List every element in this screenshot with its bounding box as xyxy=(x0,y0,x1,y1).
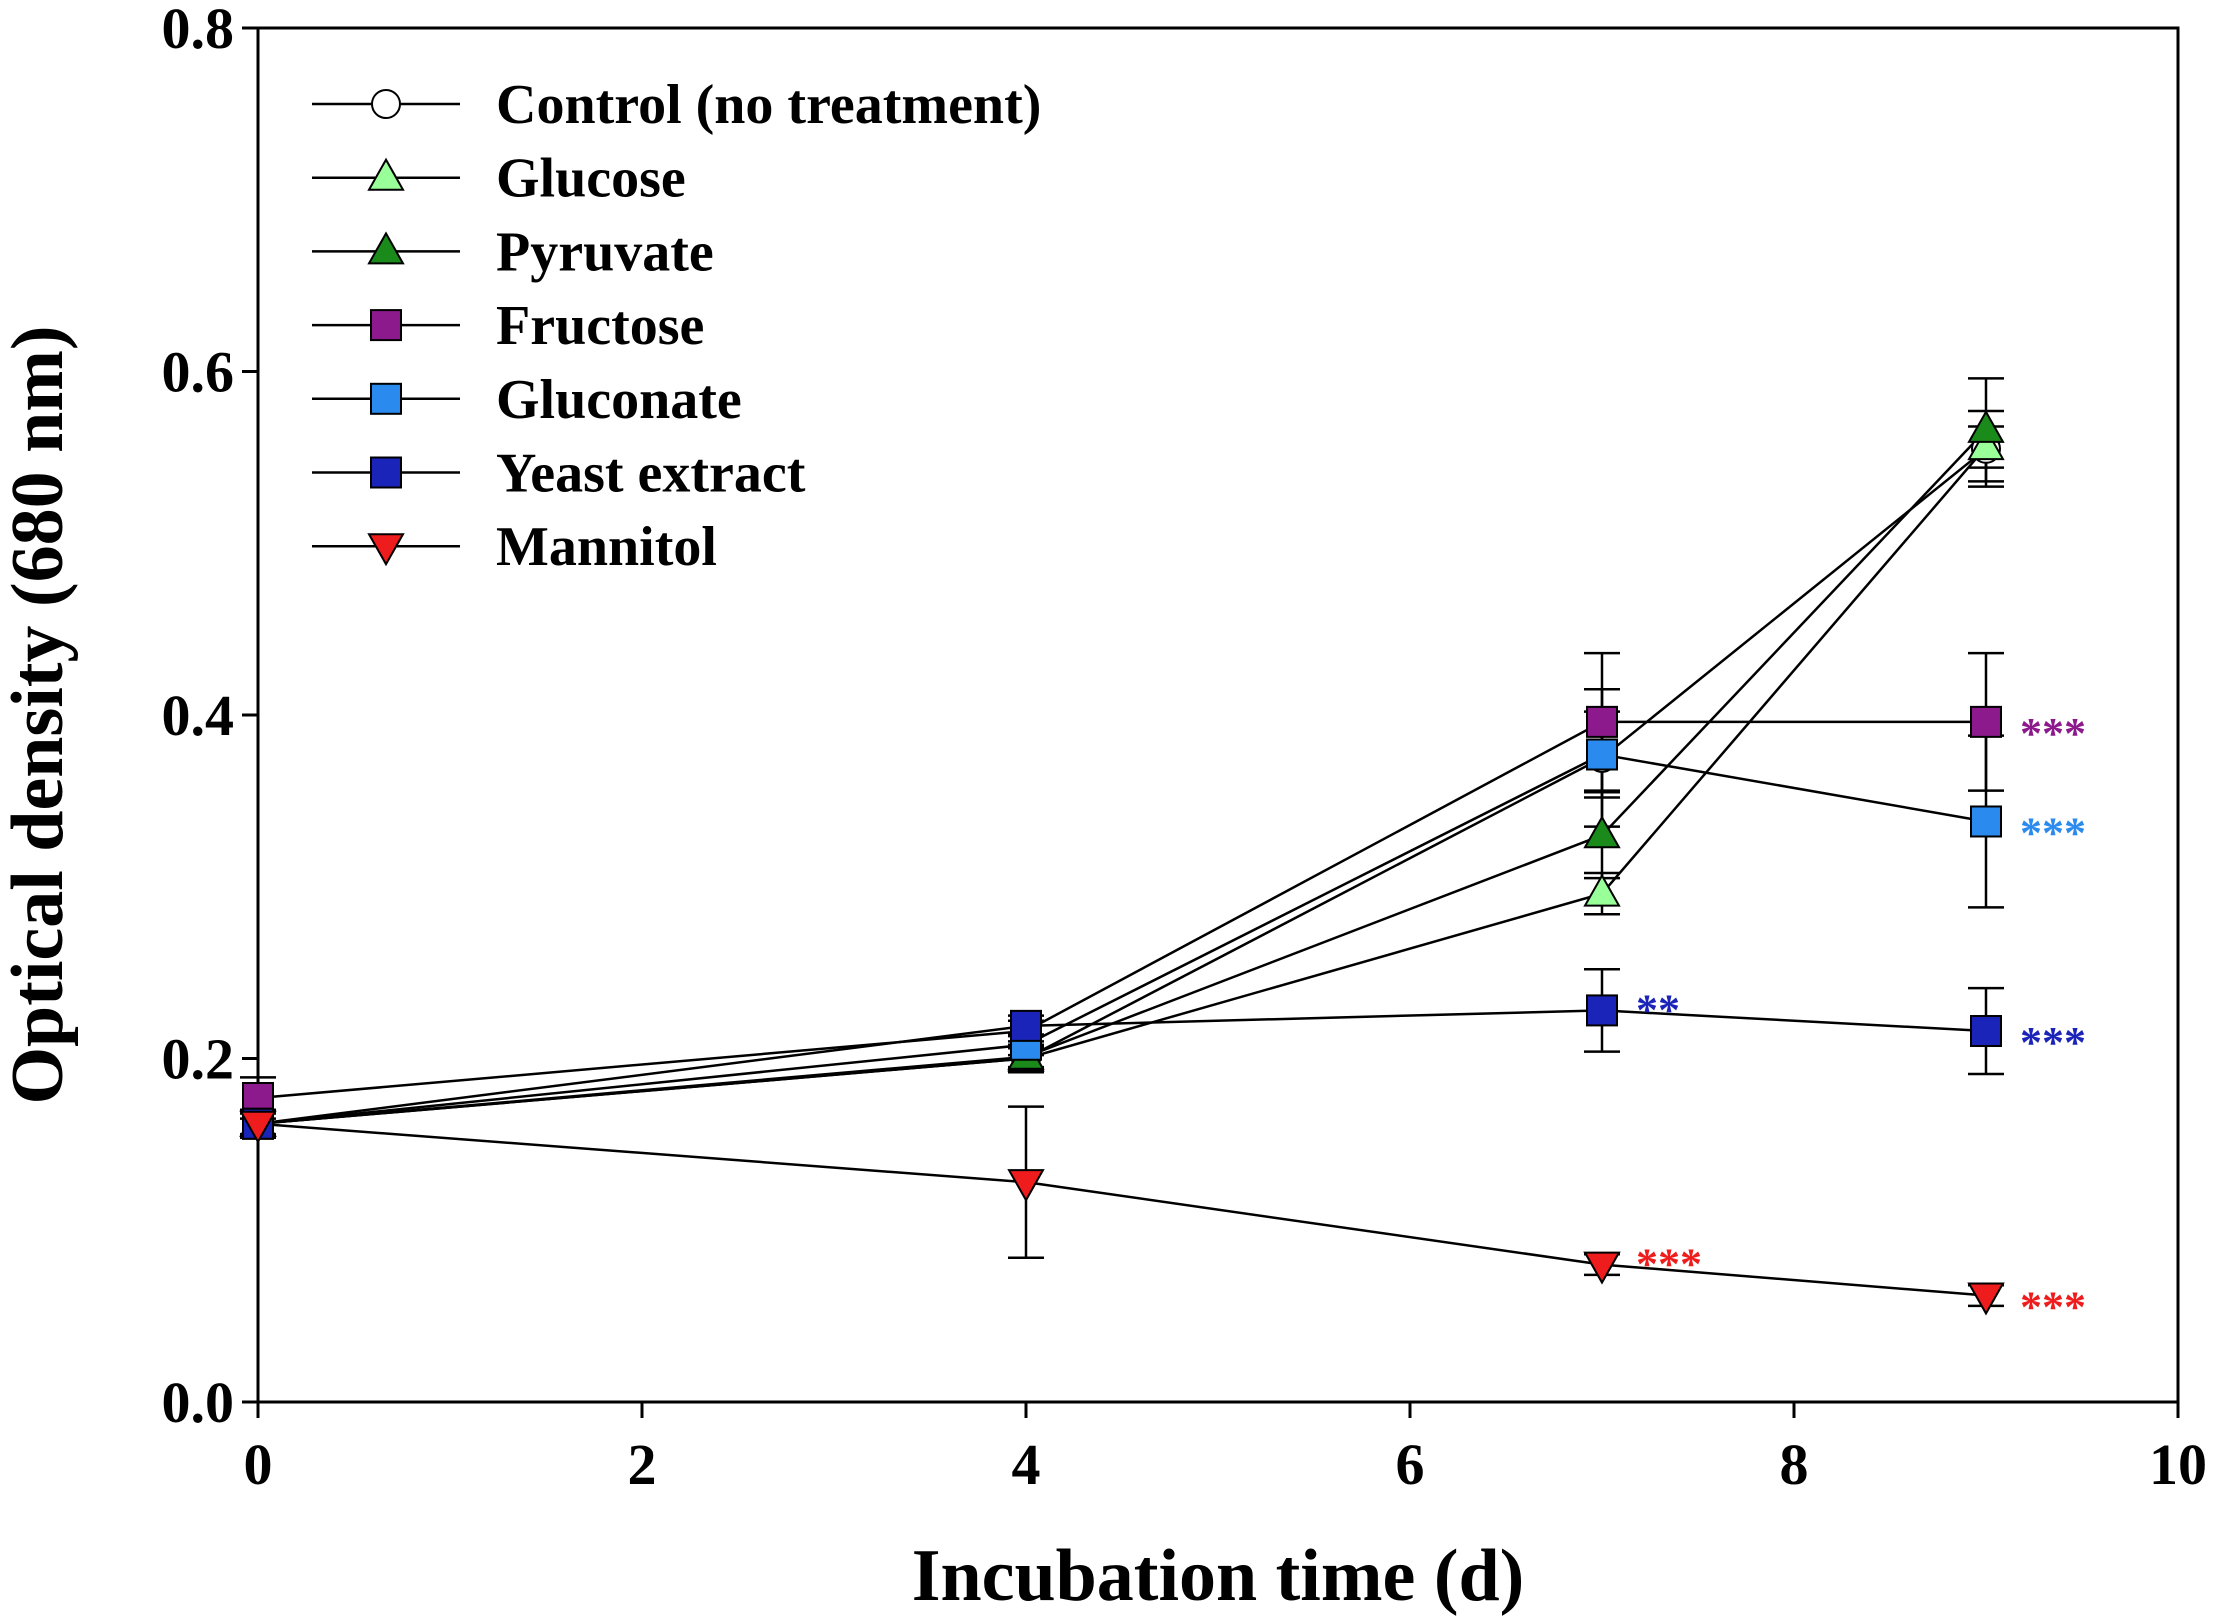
x-tick-label: 0 xyxy=(244,1432,273,1497)
legend-marker xyxy=(370,309,402,342)
series-line xyxy=(257,429,1987,1126)
legend-label: Yeast extract xyxy=(496,443,806,505)
legend: Control (no treatment) Glucose Pyruvate Fru… xyxy=(312,74,1041,578)
legend-marker xyxy=(367,157,405,191)
significance-annotations: ***************** xyxy=(1636,709,2086,1332)
data-point xyxy=(1583,873,1621,907)
y-tick-label: 0.6 xyxy=(162,340,235,405)
y-tick-label: 0.4 xyxy=(162,683,235,748)
data-point xyxy=(1583,815,1621,849)
axis-tick-labels: 0 2 4 6 8 10 0.0 0.2 0.4 0.6 0.8 xyxy=(162,0,2208,1497)
data-point xyxy=(1007,1169,1045,1203)
legend-label: Pyruvate xyxy=(496,221,714,283)
data-point xyxy=(1010,1009,1042,1042)
y-tick-label: 0.0 xyxy=(162,1370,235,1435)
legend-marker xyxy=(367,231,405,265)
data-point xyxy=(1586,705,1618,738)
series-line xyxy=(257,720,1986,1100)
significance-label: *** xyxy=(2020,709,2086,758)
data-point xyxy=(239,1110,277,1144)
legend-marker xyxy=(370,382,402,415)
data-point xyxy=(1583,1251,1621,1285)
series-markers xyxy=(239,409,2005,1316)
x-tick-label: 4 xyxy=(1012,1432,1041,1497)
legend-marker xyxy=(367,533,405,567)
significance-label: *** xyxy=(2020,1018,2086,1067)
series-line xyxy=(257,1122,1987,1297)
legend-label: Control (no treatment) xyxy=(496,74,1041,136)
significance-label: ** xyxy=(1636,985,1680,1034)
legend-label: Mannitol xyxy=(496,516,717,578)
data-point xyxy=(1586,994,1618,1027)
y-tick-label: 0.8 xyxy=(162,0,235,61)
series-lines xyxy=(257,429,1987,1297)
x-tick-label: 8 xyxy=(1780,1432,1809,1497)
series-line xyxy=(257,1009,1987,1126)
significance-label: *** xyxy=(2020,808,2086,857)
x-tick-label: 10 xyxy=(2149,1432,2207,1497)
legend-marker xyxy=(370,456,402,489)
significance-label: *** xyxy=(1636,1240,1702,1289)
data-point xyxy=(1970,1015,2002,1048)
data-point xyxy=(1970,705,2002,738)
data-point xyxy=(1967,1282,2005,1316)
legend-marker xyxy=(371,89,401,119)
legend-label: Glucose xyxy=(496,148,686,210)
data-point xyxy=(1967,427,2005,461)
x-tick-label: 2 xyxy=(628,1432,657,1497)
x-axis-title: Incubation time (d) xyxy=(912,1535,1525,1617)
legend-label: Gluconate xyxy=(496,369,742,431)
significance-label: *** xyxy=(2020,1283,2086,1332)
y-axis-title: Optical density (680 nm) xyxy=(0,325,79,1104)
data-point xyxy=(1967,409,2005,443)
data-point xyxy=(1970,805,2002,838)
data-point xyxy=(1586,738,1618,771)
legend-label: Fructose xyxy=(496,295,704,357)
x-tick-label: 6 xyxy=(1396,1432,1425,1497)
axis-ticks xyxy=(242,26,2180,1418)
series-line xyxy=(257,753,1987,1126)
y-tick-label: 0.2 xyxy=(162,1027,235,1092)
